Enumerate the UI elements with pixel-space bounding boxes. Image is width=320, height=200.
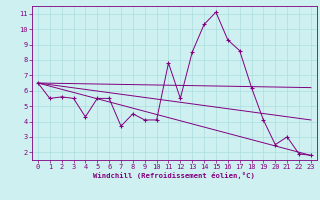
X-axis label: Windchill (Refroidissement éolien,°C): Windchill (Refroidissement éolien,°C) xyxy=(93,172,255,179)
